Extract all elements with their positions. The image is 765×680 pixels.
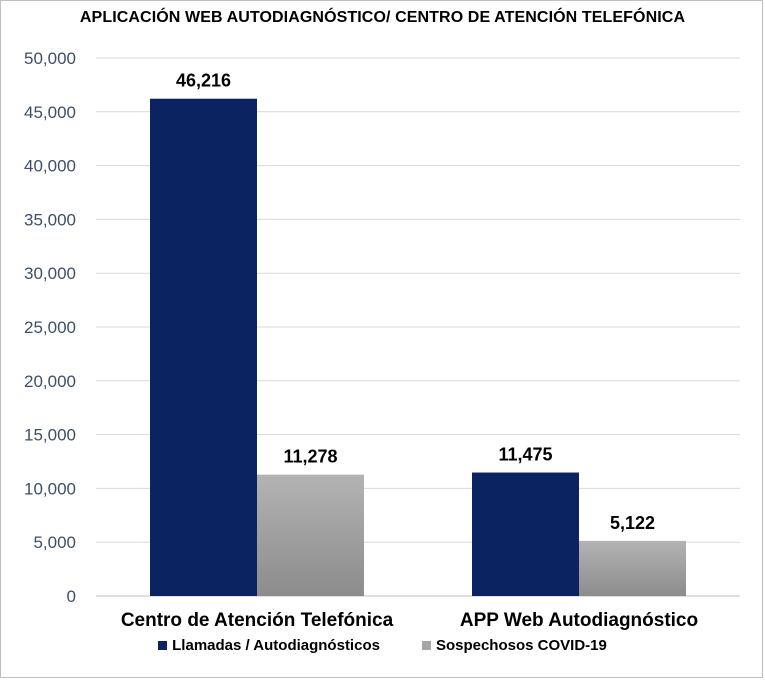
- bar-llamadas: [472, 472, 579, 596]
- bar-sospechosos: [257, 474, 364, 596]
- data-label: 11,278: [283, 447, 337, 467]
- bar-llamadas: [150, 98, 257, 596]
- legend-swatch-sospechosos: [421, 641, 431, 650]
- bar-sospechosos: [579, 540, 686, 596]
- chart-title: APLICACIÓN WEB AUTODIAGNÓSTICO/ CENTRO D…: [79, 9, 686, 26]
- y-tick-label: 0: [67, 587, 76, 606]
- data-label: 11,475: [498, 445, 552, 465]
- y-tick-label: 50,000: [24, 49, 76, 68]
- y-tick-label: 10,000: [24, 479, 76, 498]
- legend-label-sospechosos: Sospechosos COVID-19: [435, 637, 607, 654]
- x-category-label: APP Web Autodiagnóstico: [460, 610, 698, 631]
- legend-item-sospechosos: Sospechosos COVID-19: [421, 637, 607, 654]
- y-tick-label: 25,000: [24, 318, 76, 337]
- y-tick-label: 5,000: [33, 533, 76, 552]
- chart-legend: Llamadas / Autodiagnósticos Sospechosos …: [0, 637, 765, 654]
- legend-swatch-llamadas: [158, 641, 168, 650]
- data-label: 46,216: [176, 71, 231, 91]
- y-tick-label: 40,000: [24, 157, 76, 176]
- legend-label-llamadas: Llamadas / Autodiagnósticos: [172, 637, 380, 654]
- y-tick-label: 30,000: [24, 264, 76, 283]
- legend-item-llamadas: Llamadas / Autodiagnósticos: [158, 637, 380, 654]
- y-tick-label: 20,000: [24, 372, 76, 391]
- y-tick-label: 35,000: [24, 210, 76, 229]
- y-tick-label: 15,000: [24, 426, 76, 445]
- y-tick-label: 45,000: [24, 103, 76, 122]
- x-category-label: Centro de Atención Telefónica: [121, 610, 394, 631]
- data-label: 5,122: [610, 513, 655, 533]
